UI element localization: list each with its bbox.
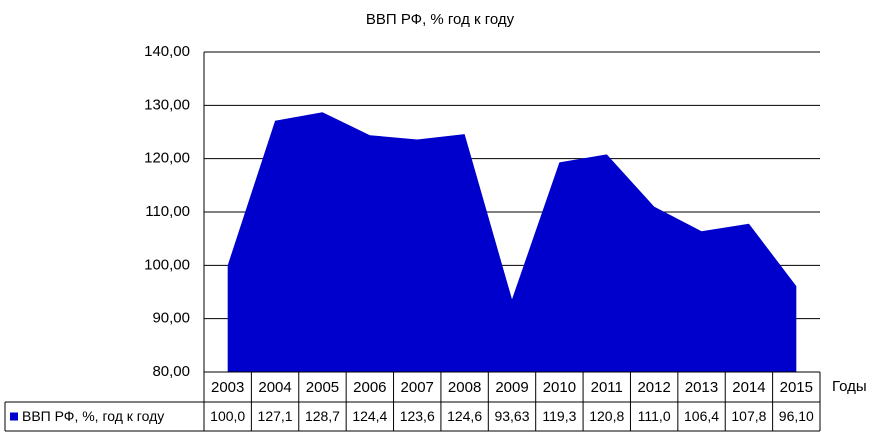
data-label: 106,4 — [684, 408, 719, 424]
y-tick-label: 90,00 — [152, 310, 190, 327]
y-tick-label: 130,00 — [144, 96, 190, 113]
x-tick-label: 2005 — [306, 379, 339, 396]
x-tick-label: 2004 — [258, 379, 291, 396]
data-label: 100,0 — [210, 408, 245, 424]
data-label: 127,1 — [258, 408, 293, 424]
x-tick-label: 2010 — [543, 379, 576, 396]
data-label: 111,0 — [638, 408, 671, 424]
y-tick-label: 110,00 — [145, 203, 190, 220]
data-label: 96,10 — [779, 408, 814, 424]
data-label: 119,3 — [542, 408, 576, 424]
x-tick-label: 2008 — [448, 379, 481, 396]
data-label: 124,4 — [352, 408, 387, 424]
area — [227, 112, 797, 373]
data-label: 107,8 — [731, 408, 766, 424]
x-tick-label: 2012 — [637, 379, 670, 396]
data-label: 123,6 — [400, 408, 435, 424]
x-tick-label: 2011 — [591, 379, 623, 396]
legend-label: ВВП РФ, %, год к году — [22, 408, 164, 424]
x-tick-label: 2006 — [353, 379, 386, 396]
x-tick-label: 2015 — [780, 379, 813, 396]
data-label: 120,8 — [589, 408, 624, 424]
data-label: 124,6 — [447, 408, 482, 424]
x-tick-label: 2014 — [732, 379, 765, 396]
x-tick-label: 2013 — [685, 379, 718, 396]
chart-title: ВВП РФ, % год к году — [366, 11, 515, 28]
legend-swatch — [10, 412, 18, 421]
y-tick-label: 120,00 — [144, 150, 190, 167]
y-tick-label: 80,00 — [152, 363, 190, 380]
x-tick-label: 2007 — [401, 379, 434, 396]
x-tick-label: 2003 — [211, 379, 244, 396]
y-tick-label: 140,00 — [144, 43, 190, 60]
data-label: 93,63 — [494, 408, 529, 424]
data-label: 128,7 — [305, 408, 340, 424]
y-tick-label: 100,00 — [144, 256, 190, 273]
x-tick-label: 2009 — [495, 379, 528, 396]
x-axis-label: Годы — [832, 378, 867, 395]
